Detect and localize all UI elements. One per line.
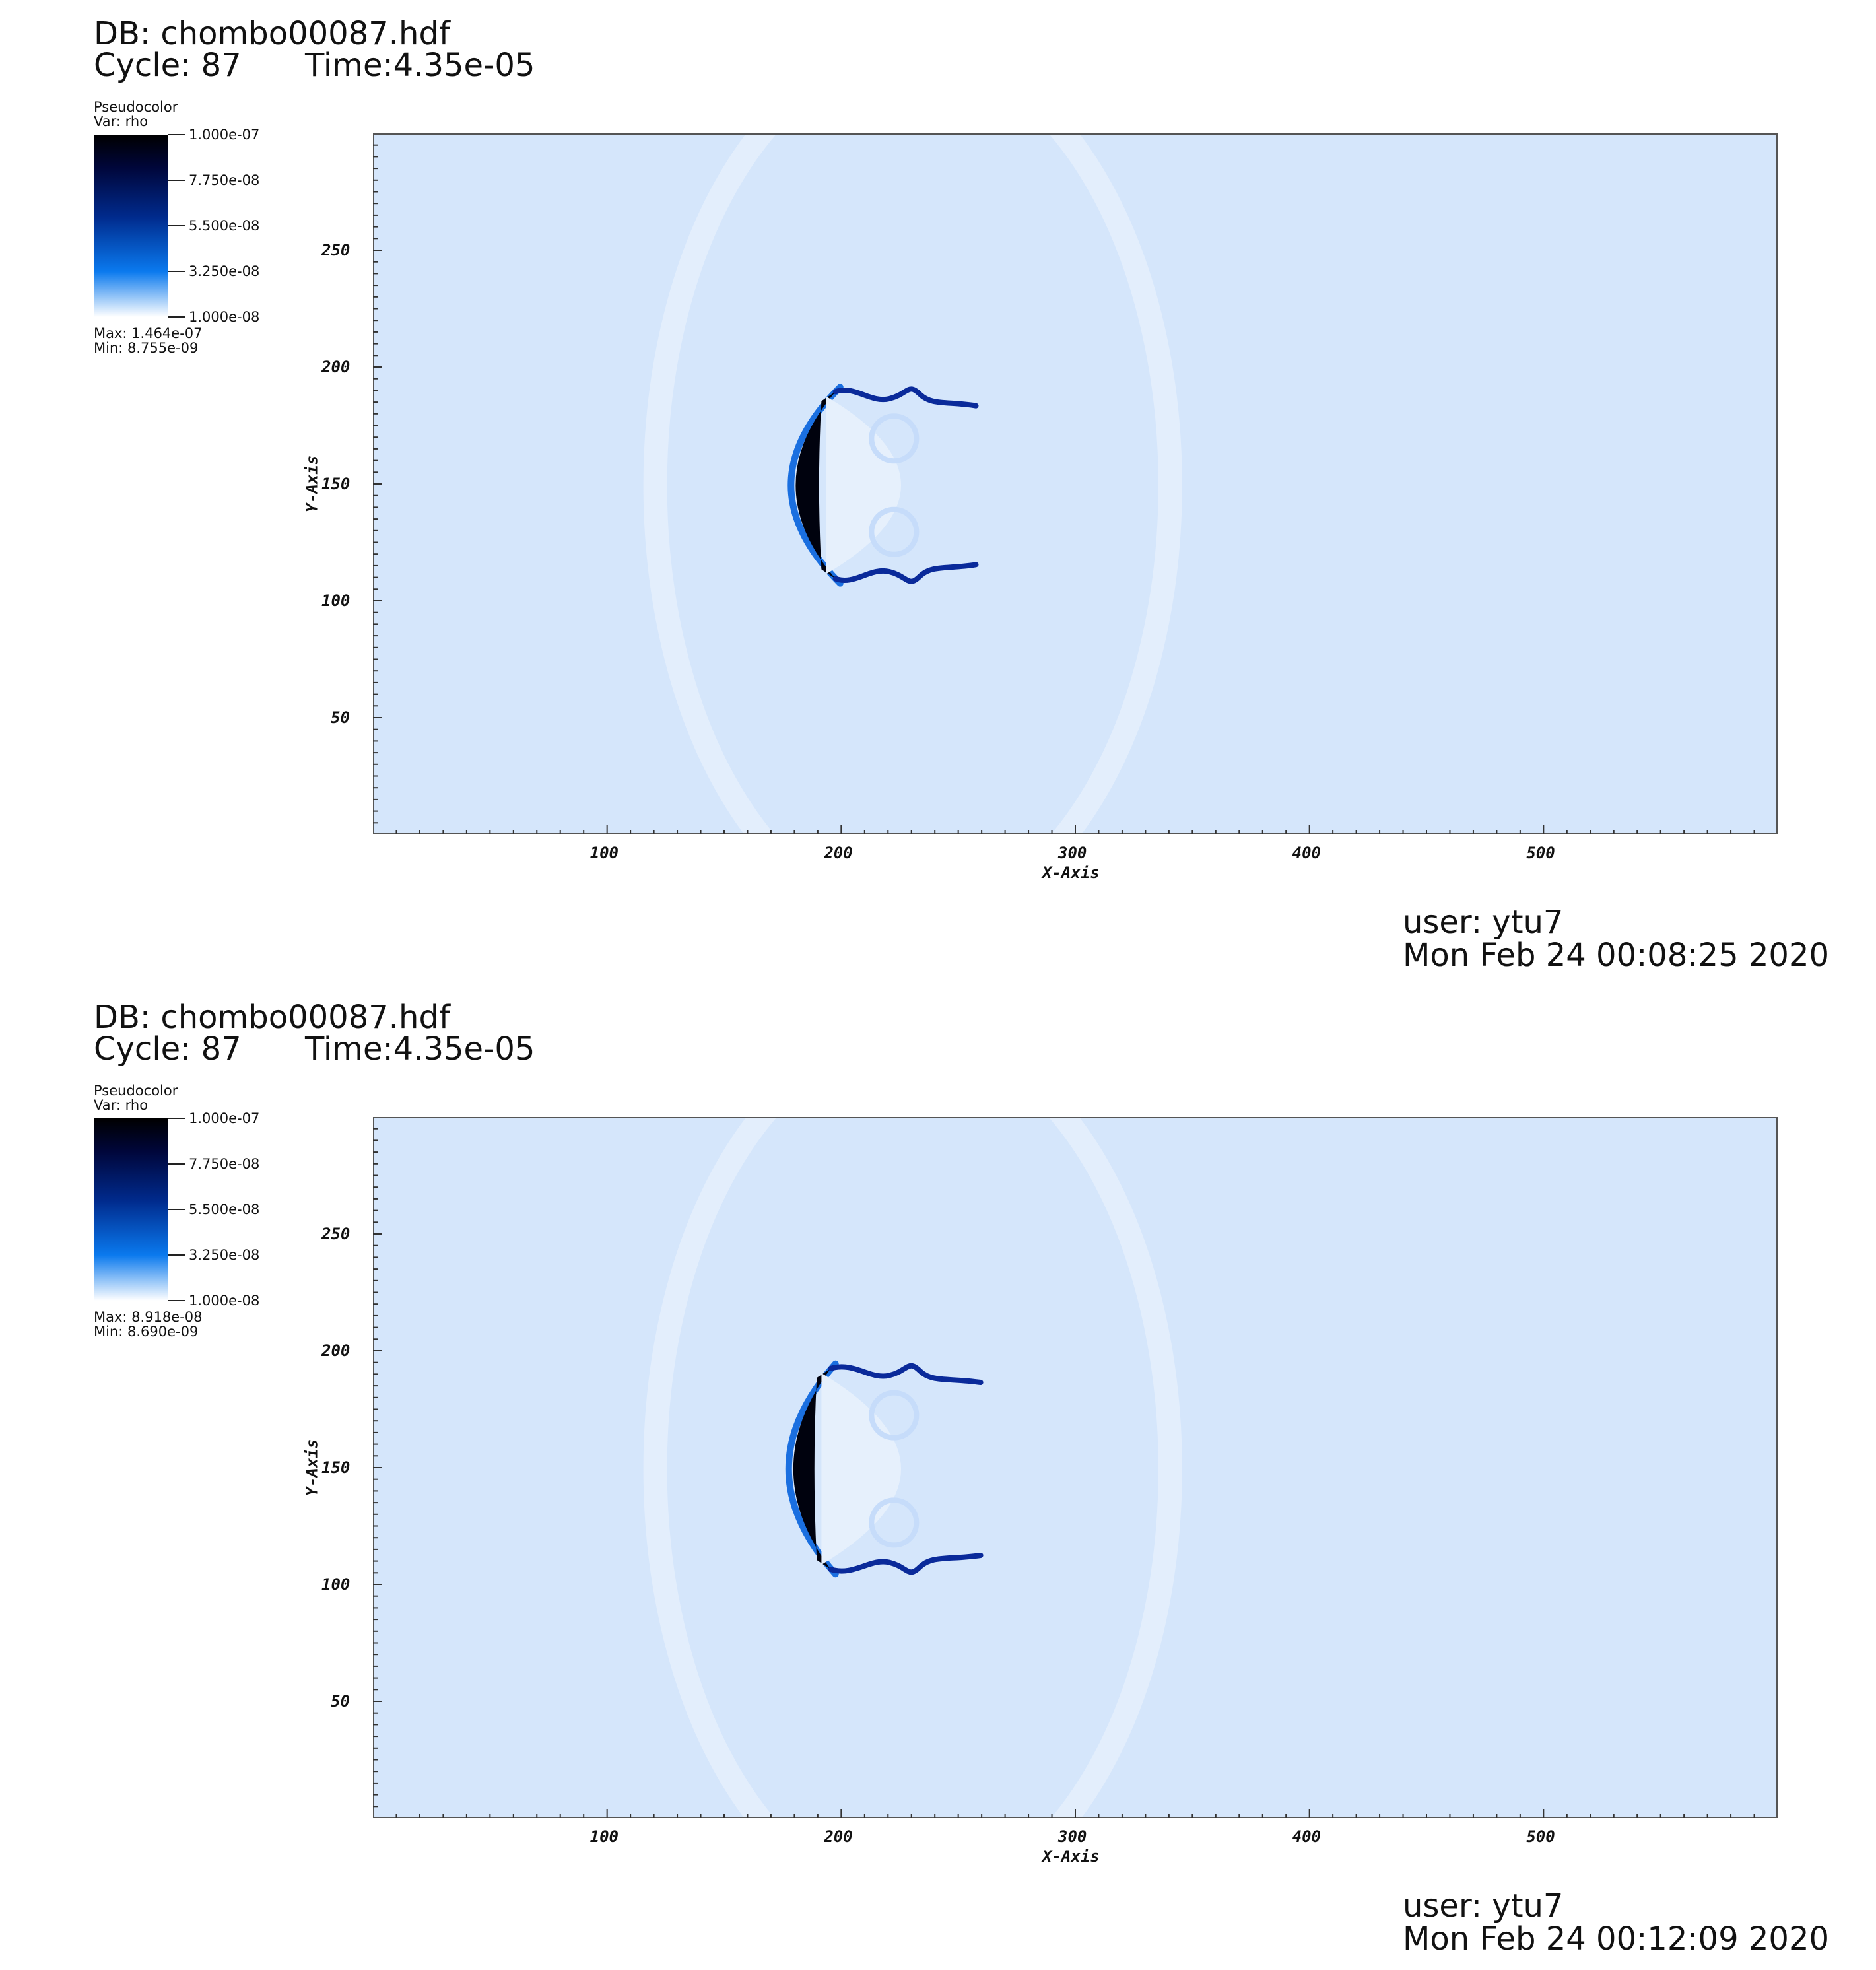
y-tick-label: 100 (321, 1575, 351, 1594)
front-halo (785, 1360, 839, 1578)
colorbar-tick (168, 1300, 185, 1301)
plot-area (373, 1117, 1778, 1818)
legend-max: Max: 8.918e-08 (94, 1309, 203, 1325)
colorbar-label: 7.750e-08 (189, 172, 260, 188)
x-tick-label: 100 (589, 1827, 619, 1846)
colorbar-tick (168, 1163, 185, 1165)
vortex-swirl (869, 1497, 920, 1548)
x-tick-label: 200 (824, 844, 853, 862)
y-tick-label: 50 (331, 708, 350, 727)
colorbar-label: 7.750e-08 (189, 1156, 260, 1172)
colorbar-label: 1.000e-07 (189, 127, 260, 143)
y-tick-label: 200 (321, 1342, 351, 1360)
vortex-swirl (869, 1390, 920, 1441)
density-field (643, 1118, 1182, 1817)
time-label: Time:4.35e-05 (305, 1031, 535, 1068)
db-label: DB: chombo00087.hdf (94, 999, 450, 1036)
density-front (793, 1368, 831, 1570)
vortex-swirl (869, 506, 920, 557)
db-label: DB: chombo00087.hdf (94, 15, 450, 52)
x-tick-label: 300 (1058, 844, 1087, 862)
user-label: user: ytu7 (1403, 1887, 1564, 1924)
colorbar (94, 135, 168, 317)
density-field (643, 135, 1182, 833)
legend-title: Pseudocolor (94, 99, 178, 115)
front-halo (787, 384, 844, 587)
legend-max: Max: 1.464e-07 (94, 325, 203, 341)
density-front (795, 391, 836, 579)
legend-min: Min: 8.690e-09 (94, 1324, 199, 1340)
colorbar-tick (168, 1118, 185, 1119)
x-tick-label: 300 (1058, 1827, 1087, 1846)
plot-area (373, 133, 1778, 834)
colorbar-tick (168, 225, 185, 226)
colorbar-label: 1.000e-08 (189, 1293, 260, 1308)
y-tick-label: 50 (331, 1692, 350, 1711)
time-label: Time:4.35e-05 (305, 47, 535, 84)
vortex-filament (832, 386, 979, 409)
x-tick-label: 500 (1526, 1827, 1555, 1846)
shock-shell (643, 135, 1182, 833)
colorbar-label: 1.000e-07 (189, 1110, 260, 1126)
x-tick-label: 200 (824, 1827, 853, 1846)
vortex-filament (828, 1552, 984, 1575)
colorbar-label: 3.250e-08 (189, 1247, 260, 1263)
y-tick-label: 250 (321, 1225, 351, 1243)
visit-panel: DB: chombo00087.hdf Cycle: 87 Time:4.35e-0… (0, 984, 1876, 1967)
x-axis-label: X-Axis (1042, 864, 1100, 882)
colorbar-label: 5.500e-08 (189, 1202, 260, 1217)
shock-shell (643, 1118, 1182, 1817)
x-tick-label: 100 (589, 844, 619, 862)
y-tick-label: 250 (321, 241, 351, 259)
colorbar-label: 1.000e-08 (189, 309, 260, 325)
visit-panel: DB: chombo00087.hdf Cycle: 87 Time:4.35e-0… (0, 0, 1876, 984)
x-tick-label: 400 (1292, 1827, 1322, 1846)
colorbar-tick (168, 316, 185, 318)
y-tick-label: 150 (321, 475, 351, 493)
y-axis-label: Y-Axis (302, 455, 321, 513)
vortex-filament (832, 562, 979, 584)
cloud-interior (821, 1373, 901, 1565)
colorbar-label: 5.500e-08 (189, 218, 260, 234)
cycle-label: Cycle: 87 Time:4.35e-05 (94, 1031, 535, 1068)
colorbar-tick (168, 134, 185, 135)
colorbar-tick (168, 1254, 185, 1256)
user-label: user: ytu7 (1403, 904, 1564, 941)
vortex-filament (828, 1363, 984, 1386)
cycle-text: Cycle: 87 (94, 1031, 242, 1068)
cloud-interior (826, 396, 901, 574)
y-tick-label: 100 (321, 592, 351, 610)
legend-var: Var: rho (94, 114, 149, 129)
legend-title: Pseudocolor (94, 1083, 178, 1099)
cycle-text: Cycle: 87 (94, 47, 242, 84)
y-tick-label: 150 (321, 1458, 351, 1477)
date-label: Mon Feb 24 00:08:25 2020 (1403, 937, 1830, 974)
colorbar-tick (168, 271, 185, 272)
colorbar-tick (168, 1209, 185, 1210)
date-label: Mon Feb 24 00:12:09 2020 (1403, 1920, 1830, 1957)
x-tick-label: 500 (1526, 844, 1555, 862)
x-axis-label: X-Axis (1042, 1847, 1100, 1866)
y-axis-label: Y-Axis (302, 1439, 321, 1497)
vortex-swirl (869, 413, 920, 464)
colorbar-tick (168, 180, 185, 181)
colorbar (94, 1118, 168, 1301)
y-tick-label: 200 (321, 358, 351, 376)
x-tick-label: 400 (1292, 844, 1322, 862)
cycle-label: Cycle: 87 Time:4.35e-05 (94, 47, 535, 84)
colorbar-label: 3.250e-08 (189, 263, 260, 279)
legend-var: Var: rho (94, 1097, 149, 1113)
legend-min: Min: 8.755e-09 (94, 340, 199, 356)
